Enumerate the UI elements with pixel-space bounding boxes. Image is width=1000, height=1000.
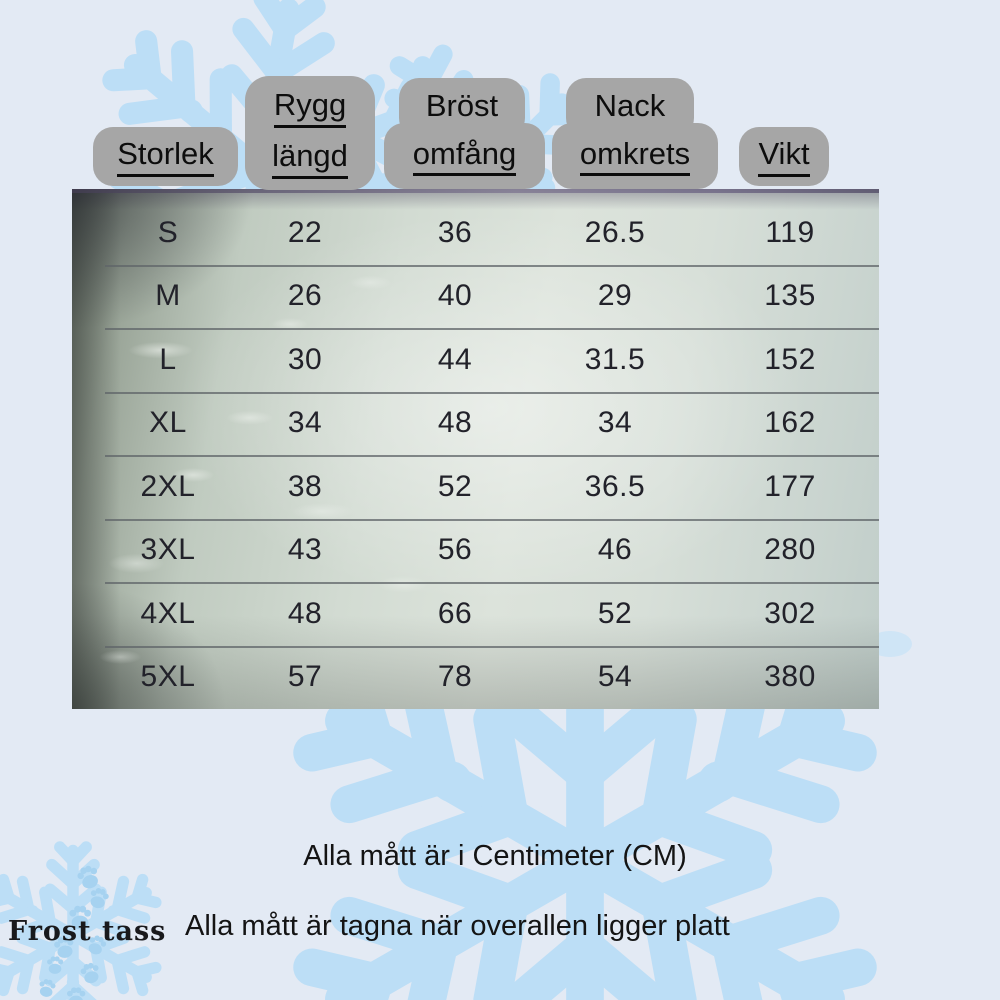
cell-brost: 56: [437, 533, 473, 567]
cell-vikt: 119: [765, 215, 815, 249]
cell-brost: 52: [437, 469, 473, 503]
cell-size: 4XL: [140, 596, 196, 630]
cell-brost: 48: [437, 406, 473, 440]
cell-size: 3XL: [140, 533, 196, 567]
table-row: 3XL 43 56 46 280: [72, 518, 879, 583]
column-header-label: omfång: [412, 136, 517, 177]
cell-vikt: 302: [764, 596, 816, 630]
cell-size: 2XL: [140, 469, 196, 503]
cell-brost: 66: [437, 596, 473, 630]
measurement-note: Alla mått är tagna när overallen ligger …: [185, 910, 730, 942]
column-header-storlek: Storlek: [93, 127, 238, 186]
size-table-rows: S 22 36 26.5 119 M 26 40 29 135 L 30 44 31.5 152 XL 34 48…: [72, 201, 879, 709]
brand-name: Frost tass: [8, 916, 167, 947]
table-row: 2XL 38 52 36.5 177: [72, 455, 879, 519]
column-header-omkrets: omkrets: [552, 123, 718, 189]
units-note: Alla mått är i Centimeter (CM): [303, 840, 687, 872]
cell-vikt: 380: [764, 660, 816, 694]
cell-size: XL: [149, 406, 187, 440]
column-header-rygg-langd: Rygg längd: [245, 76, 375, 190]
cell-size: L: [159, 342, 177, 376]
column-header-label: Storlek: [117, 136, 214, 177]
cell-vikt: 135: [764, 279, 816, 313]
cell-vikt: 280: [764, 533, 816, 567]
cell-brost: 40: [437, 279, 473, 313]
cell-rygg: 38: [287, 469, 323, 503]
table-row: L 30 44 31.5 152: [72, 328, 879, 392]
cell-nack: 34: [597, 406, 633, 440]
cell-rygg: 57: [287, 660, 323, 694]
table-row: S 22 36 26.5 119: [72, 201, 879, 265]
cell-rygg: 26: [287, 279, 323, 313]
table-row: 5XL 57 78 54 380: [72, 645, 879, 710]
cell-nack: 52: [597, 596, 633, 630]
cell-brost: 44: [437, 342, 473, 376]
column-header-omfang: omfång: [384, 123, 545, 189]
cell-brost: 36: [437, 215, 473, 249]
cell-vikt: 152: [764, 342, 816, 376]
table-row: M 26 40 29 135: [72, 264, 879, 329]
column-header-label: omkrets: [579, 136, 691, 177]
cell-vikt: 162: [764, 406, 816, 440]
column-header-label: Vikt: [758, 136, 810, 177]
size-table-photo: S 22 36 26.5 119 M 26 40 29 135 L 30 44 31.5 152 XL 34 48…: [72, 189, 879, 709]
cell-rygg: 30: [287, 342, 323, 376]
cell-nack: 36.5: [584, 469, 646, 503]
cell-nack: 31.5: [584, 342, 646, 376]
cell-rygg: 48: [287, 596, 323, 630]
column-header-label: Rygg: [273, 87, 347, 128]
cell-rygg: 34: [287, 406, 323, 440]
cell-nack: 46: [597, 533, 633, 567]
cell-size: M: [155, 279, 181, 313]
cell-rygg: 43: [287, 533, 323, 567]
cell-nack: 54: [597, 660, 633, 694]
cell-nack: 29: [597, 279, 633, 313]
cell-size: S: [157, 215, 179, 249]
cell-nack: 26.5: [584, 215, 646, 249]
table-row: 4XL 48 66 52 302: [72, 582, 879, 646]
cell-rygg: 22: [287, 215, 323, 249]
cell-brost: 78: [437, 660, 473, 694]
cell-size: 5XL: [140, 660, 196, 694]
column-header-label: längd: [272, 138, 348, 180]
cell-vikt: 177: [764, 469, 816, 503]
table-row: XL 34 48 34 162: [72, 391, 879, 456]
column-header-vikt: Vikt: [739, 127, 829, 186]
